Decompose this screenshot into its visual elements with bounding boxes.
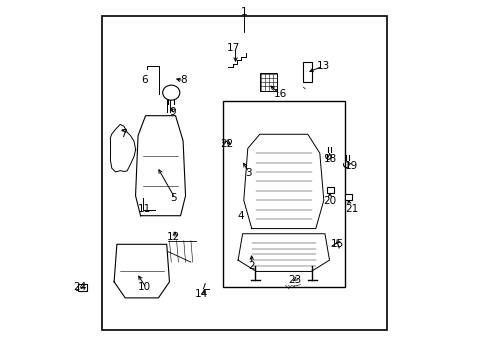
Text: 2: 2 xyxy=(248,261,254,271)
Text: 12: 12 xyxy=(166,232,179,242)
Text: 22: 22 xyxy=(220,139,233,149)
Text: 14: 14 xyxy=(195,289,208,299)
Bar xyxy=(344,194,351,200)
Text: 13: 13 xyxy=(316,61,329,71)
Text: 5: 5 xyxy=(169,193,176,203)
Bar xyxy=(260,73,276,91)
Ellipse shape xyxy=(163,85,180,100)
Text: 8: 8 xyxy=(180,75,187,85)
Polygon shape xyxy=(135,116,185,216)
Text: 3: 3 xyxy=(244,168,251,178)
Text: 6: 6 xyxy=(141,75,147,85)
Text: 7: 7 xyxy=(120,129,126,139)
Polygon shape xyxy=(238,234,329,271)
Text: 24: 24 xyxy=(73,282,87,292)
Bar xyxy=(102,16,386,330)
Text: 9: 9 xyxy=(169,107,176,117)
Polygon shape xyxy=(114,244,169,298)
Bar xyxy=(223,102,344,287)
Bar xyxy=(78,284,86,292)
Text: 17: 17 xyxy=(227,43,240,53)
Text: 15: 15 xyxy=(330,239,343,249)
Text: 1: 1 xyxy=(241,7,247,17)
Text: 4: 4 xyxy=(237,211,244,221)
Text: 18: 18 xyxy=(323,154,336,163)
Text: 10: 10 xyxy=(138,282,151,292)
Text: 19: 19 xyxy=(345,161,358,171)
Polygon shape xyxy=(244,134,323,229)
Bar xyxy=(326,187,333,193)
Text: 16: 16 xyxy=(273,89,286,99)
Polygon shape xyxy=(110,124,135,172)
Text: 20: 20 xyxy=(323,197,336,206)
Text: 23: 23 xyxy=(287,275,301,285)
Text: 21: 21 xyxy=(345,203,358,213)
Bar xyxy=(303,62,312,82)
Text: 11: 11 xyxy=(138,203,151,213)
